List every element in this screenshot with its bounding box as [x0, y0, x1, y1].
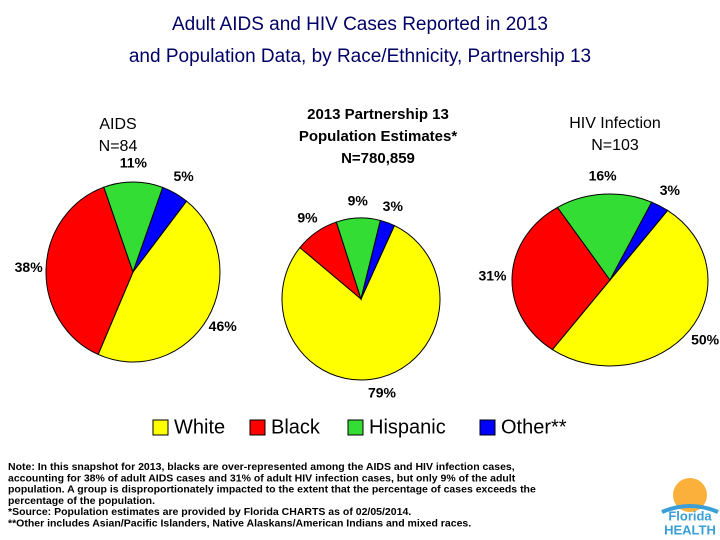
title-line: Adult AIDS and HIV Cases Reported in 201…	[172, 14, 548, 35]
legend-swatch	[249, 419, 266, 436]
note-line: population. A group is disproportionatel…	[8, 484, 536, 496]
note-line: **Other includes Asian/Pacific Islanders…	[8, 518, 471, 530]
data-label: 9%	[297, 210, 318, 226]
pie-label: N=103	[591, 137, 639, 154]
legend-label: Hispanic	[369, 416, 446, 438]
pie-label: HIV Infection	[569, 115, 661, 132]
pie-label: N=84	[99, 138, 138, 155]
pie-slice	[511, 206, 611, 351]
logo-wave	[661, 504, 719, 514]
data-label: 16%	[589, 168, 618, 184]
note-line: Note: In this snapshot for 2013, blacks …	[8, 461, 515, 473]
pie-slice	[45, 186, 134, 356]
legend-label: Other**	[501, 416, 567, 438]
pie-slice	[360, 219, 396, 300]
data-label: 11%	[120, 155, 148, 171]
note-line: accounting for 38% of adult AIDS cases a…	[8, 472, 516, 484]
note-line: *Source: Population estimates are provid…	[8, 506, 411, 518]
legend-swatch	[347, 419, 364, 436]
logo-sun	[673, 478, 707, 512]
data-label: 79%	[368, 384, 397, 400]
note-line: percentage of the population.	[8, 495, 155, 507]
pie-slice	[551, 209, 709, 367]
logo-text: Florida	[668, 508, 712, 523]
logo: Florida HEALTH	[661, 478, 719, 537]
data-label: 3%	[660, 182, 681, 198]
pie-label: 2013 Partnership 13	[307, 106, 449, 123]
pie-label: Population Estimates*	[299, 128, 458, 145]
data-label: 50%	[691, 331, 720, 347]
pie-slice	[609, 201, 669, 281]
legend-swatch	[152, 419, 169, 436]
data-label: 31%	[478, 267, 507, 283]
pie-slice	[556, 193, 653, 281]
pie-label: AIDS	[99, 116, 136, 133]
pie-label: N=780,859	[341, 150, 415, 167]
pie-slice	[281, 224, 441, 381]
pie-slice	[132, 186, 188, 273]
legend-swatch	[479, 419, 496, 436]
legend-label: Black	[271, 416, 321, 438]
data-label: 46%	[209, 318, 238, 334]
title-line: and Population Data, by Race/Ethnicity, …	[129, 46, 591, 67]
data-label: 5%	[173, 168, 194, 184]
legend-label: White	[174, 416, 225, 438]
data-label: 38%	[15, 259, 44, 275]
logo-text: HEALTH	[664, 522, 716, 537]
data-label: 9%	[348, 193, 369, 209]
data-label: 3%	[383, 198, 404, 214]
pie-slice	[97, 200, 221, 363]
